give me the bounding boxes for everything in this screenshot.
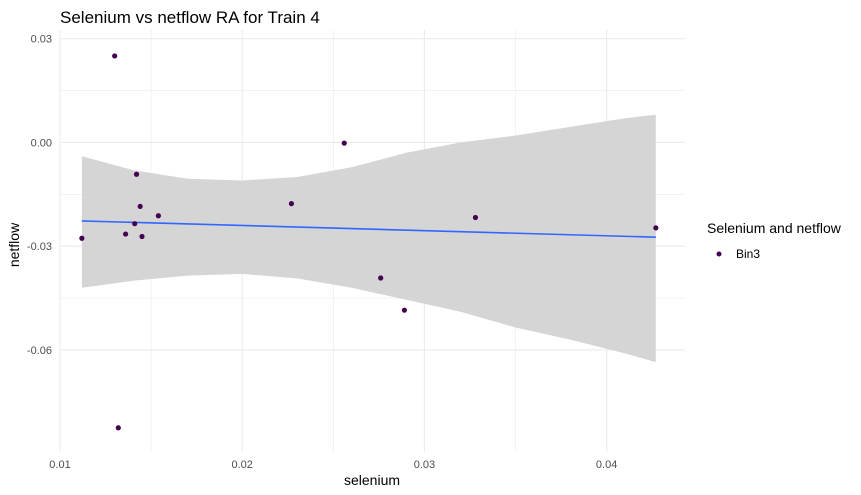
- y-tick-label: 0.03: [31, 34, 52, 46]
- x-tick-label: 0.03: [414, 459, 435, 471]
- data-point: [288, 201, 295, 207]
- trend-line: [81, 220, 656, 238]
- data-point: [133, 171, 140, 177]
- data-point: [378, 275, 384, 281]
- data-point: [122, 231, 129, 237]
- data-point: [112, 53, 118, 59]
- data-point: [79, 235, 85, 241]
- data-point: [115, 425, 121, 431]
- legend: Selenium and netflow Bin3: [707, 220, 842, 261]
- legend-label-bin3: Bin3: [736, 247, 760, 261]
- confidence-band: [81, 114, 656, 363]
- data-point: [132, 221, 138, 227]
- y-axis-ticks: 0.03 0.00 -0.03 -0.06: [27, 34, 52, 357]
- data-point: [472, 214, 479, 221]
- y-axis-title: netflow: [6, 222, 22, 267]
- data-point: [137, 203, 143, 210]
- data-point: [139, 233, 145, 240]
- data-point: [341, 140, 347, 146]
- y-tick-label: -0.06: [27, 345, 52, 357]
- data-point: [401, 307, 407, 313]
- chart-title: Selenium vs netflow RA for Train 4: [60, 8, 320, 27]
- x-axis-ticks: 0.01 0.02 0.03 0.04: [49, 459, 617, 471]
- x-tick-label: 0.01: [49, 459, 70, 471]
- legend-key-bin3: [716, 251, 722, 257]
- trend-line-group: [81, 220, 656, 238]
- x-axis-title: selenium: [344, 472, 400, 488]
- data-point: [653, 225, 659, 231]
- confidence-band-area: [81, 114, 656, 363]
- data-points: [79, 53, 659, 431]
- legend-title: Selenium and netflow: [707, 220, 842, 236]
- x-tick-label: 0.02: [232, 459, 253, 471]
- data-point: [155, 213, 161, 219]
- y-tick-label: 0.00: [31, 137, 52, 149]
- y-tick-label: -0.03: [27, 241, 52, 253]
- x-tick-label: 0.04: [596, 459, 617, 471]
